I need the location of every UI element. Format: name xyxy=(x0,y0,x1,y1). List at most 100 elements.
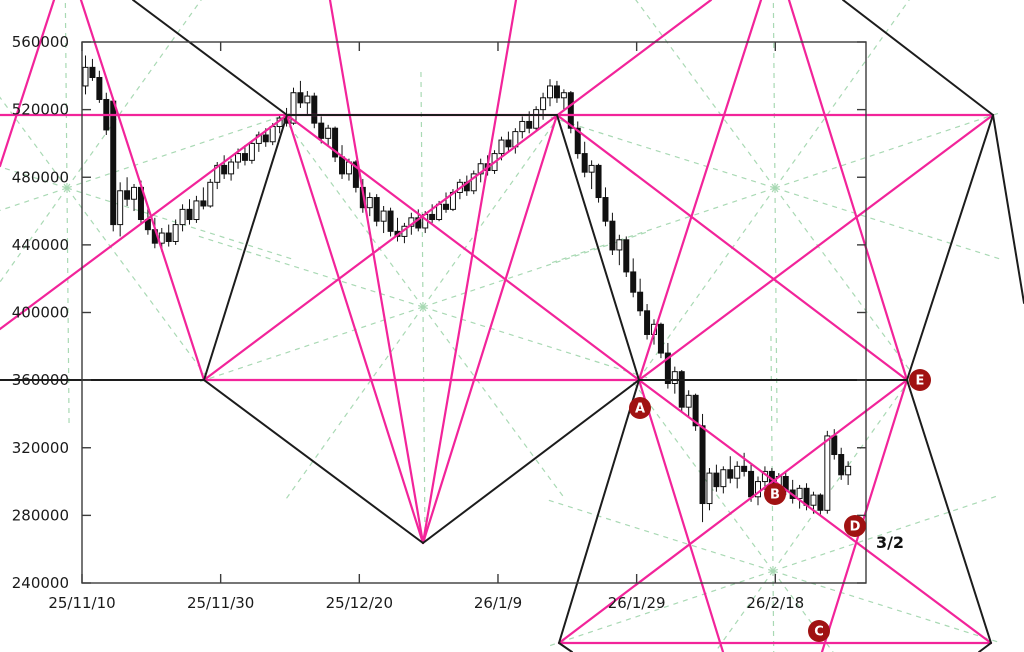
candle xyxy=(131,184,138,212)
marker-circle xyxy=(808,620,830,642)
x-axis-label: 26/2/18 xyxy=(746,594,804,612)
pink-gann-line xyxy=(421,113,559,545)
candle xyxy=(311,92,318,129)
axis-label-layer: 240000 280000 320000 360000 400000 440000 4800… xyxy=(12,33,804,612)
candle-body-down xyxy=(699,425,706,505)
candle xyxy=(366,192,373,217)
candle xyxy=(470,170,477,195)
black-gann-line xyxy=(132,0,288,116)
candle-body-down xyxy=(443,203,450,210)
candle-body-up xyxy=(519,120,526,133)
candle-body-down xyxy=(574,127,581,155)
pink-gann-line xyxy=(557,378,909,645)
candle-body-down xyxy=(692,394,699,427)
candle-body-up xyxy=(269,126,276,143)
candle xyxy=(547,79,554,107)
candle xyxy=(186,199,193,225)
candle xyxy=(553,80,560,103)
candle-body-up xyxy=(734,465,741,479)
candle xyxy=(685,390,692,418)
black-gann-line xyxy=(422,379,640,544)
candle-body-down xyxy=(352,161,359,188)
candle xyxy=(519,116,526,139)
black-gann-line xyxy=(842,0,994,116)
candle-body-up xyxy=(796,487,803,499)
candle-body-up xyxy=(366,197,373,209)
pink-gann-line xyxy=(285,113,641,382)
candle xyxy=(581,141,588,178)
pink-gann-line xyxy=(637,0,763,382)
candle-body-down xyxy=(637,291,644,312)
candle-body-up xyxy=(193,200,200,221)
candle xyxy=(796,484,803,509)
x-axis-label: 25/11/10 xyxy=(48,594,115,612)
candle-body-down xyxy=(609,220,616,251)
candle xyxy=(304,91,311,115)
candle-body-down xyxy=(200,200,207,207)
candle xyxy=(720,466,727,494)
candle xyxy=(221,155,228,179)
candle xyxy=(387,207,394,237)
candle xyxy=(89,58,96,81)
candle xyxy=(734,461,741,489)
candle xyxy=(644,304,651,340)
marker-letter: E xyxy=(916,374,925,389)
candle-body-up xyxy=(228,161,235,175)
black-gann-line xyxy=(906,379,992,644)
candle-body-down xyxy=(838,454,845,476)
candle-body-up xyxy=(498,139,505,155)
candle-body-down xyxy=(623,239,630,273)
candle-body-down xyxy=(186,208,193,221)
candle-body-down xyxy=(89,66,96,79)
candle-body-up xyxy=(755,481,762,498)
candle xyxy=(817,493,824,516)
candle-body-up xyxy=(235,153,242,163)
candle-body-up xyxy=(470,173,477,192)
candle-body-down xyxy=(602,197,609,222)
candle xyxy=(706,468,713,511)
marker-letter: C xyxy=(814,625,824,640)
candle xyxy=(623,236,630,277)
candle-body-down xyxy=(741,465,748,472)
candle-body-up xyxy=(179,208,186,226)
candle-body-up xyxy=(560,92,567,99)
ratio-annotation: 3/2 xyxy=(876,533,904,552)
candle xyxy=(678,369,685,413)
marker-c: C xyxy=(808,620,830,642)
candle-body-up xyxy=(706,472,713,505)
candle-body-up xyxy=(172,224,179,242)
y-axis-label: 280000 xyxy=(12,506,69,524)
candle xyxy=(297,80,304,108)
marker-circle xyxy=(909,369,931,391)
candle xyxy=(727,456,734,484)
pink-gann-line xyxy=(637,378,993,645)
candle-body-down xyxy=(339,156,346,175)
marker-circle xyxy=(764,483,786,505)
candle-body-down xyxy=(387,210,394,232)
candle xyxy=(609,212,616,256)
pink-gann-line xyxy=(637,378,725,652)
candle-body-down xyxy=(124,190,131,200)
candle xyxy=(124,177,131,206)
candle-body-up xyxy=(207,181,214,207)
candle xyxy=(588,160,595,190)
candle xyxy=(332,126,339,163)
candle-body-up xyxy=(436,203,443,221)
candle xyxy=(248,140,255,164)
y-axis-label: 480000 xyxy=(12,168,69,186)
candle-body-down xyxy=(373,197,380,222)
pink-gann-line xyxy=(328,0,425,545)
candle-body-up xyxy=(671,371,678,385)
candle-body-down xyxy=(429,213,436,221)
pink-gann-line xyxy=(0,0,56,168)
candle xyxy=(193,195,200,223)
marker-a: A xyxy=(629,397,651,419)
pink-gann-line xyxy=(787,0,909,382)
candle-body-up xyxy=(248,142,255,161)
marker-circle xyxy=(629,397,651,419)
candle-body-up xyxy=(82,66,89,87)
y-axis-label: 400000 xyxy=(12,304,69,322)
candle xyxy=(824,430,831,514)
x-axis-label: 25/11/30 xyxy=(187,594,254,612)
